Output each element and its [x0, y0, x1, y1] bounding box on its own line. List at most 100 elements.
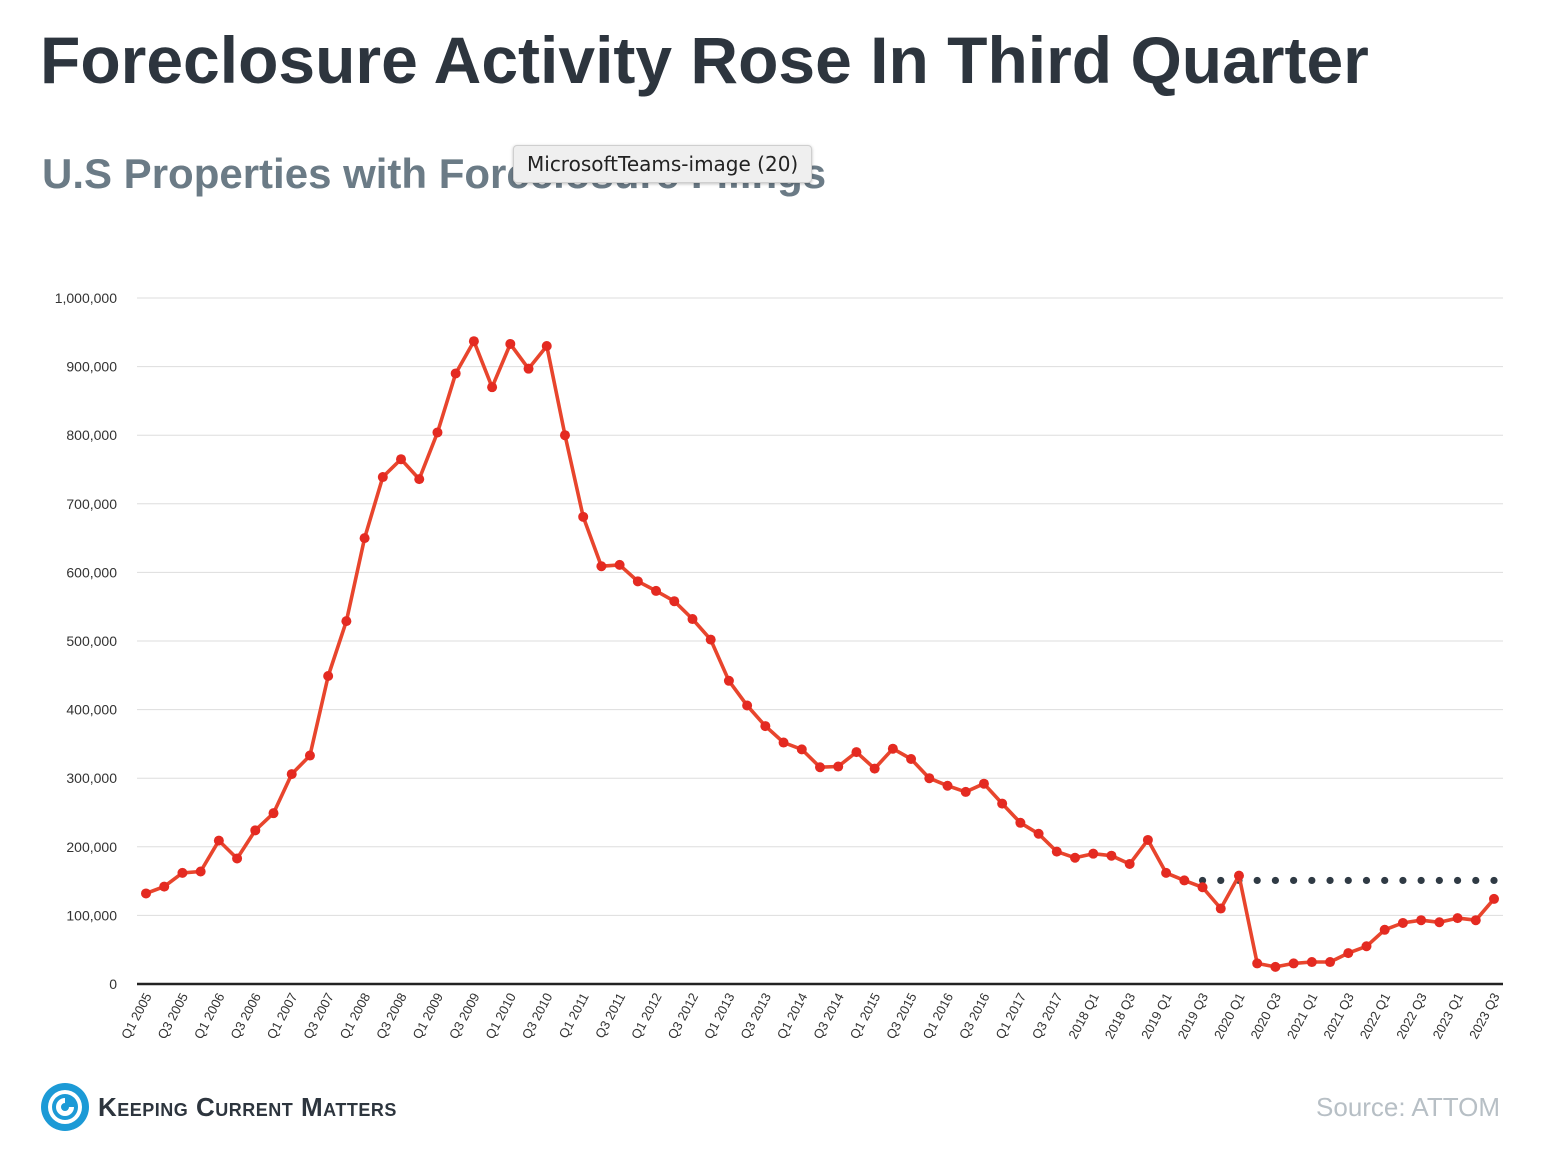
x-tick-label: Q1 2011	[556, 990, 592, 1040]
x-tick-label: Q3 2007	[300, 990, 337, 1041]
series-foreclosure-filings	[141, 336, 1499, 972]
data-point	[578, 511, 589, 522]
x-tick-label: Q1 2013	[701, 990, 738, 1041]
data-point	[304, 750, 315, 761]
data-point	[159, 881, 170, 892]
y-tick-label: 0	[109, 976, 117, 992]
reference-dot	[1308, 876, 1316, 885]
x-tick-label: Q1 2017	[992, 990, 1029, 1041]
data-point	[1306, 957, 1317, 968]
reference-dot	[1490, 876, 1498, 885]
grid-lines	[137, 297, 1503, 916]
data-point	[887, 743, 898, 754]
data-point	[286, 769, 297, 780]
data-point	[1325, 957, 1336, 968]
data-point	[1252, 958, 1263, 969]
x-tick-label: 2021 Q3	[1320, 990, 1357, 1041]
data-point	[1070, 852, 1081, 863]
swirl-logo-icon	[41, 1083, 89, 1131]
data-point	[596, 561, 607, 572]
x-tick-label: Q1 2016	[920, 990, 957, 1041]
data-point	[195, 866, 206, 877]
x-tick-label: Q3 2013	[737, 990, 774, 1041]
x-tick-label: Q3 2016	[956, 990, 993, 1041]
data-point	[1434, 917, 1445, 928]
x-tick-label: 2018 Q3	[1102, 990, 1139, 1041]
x-axis-tick-labels: Q1 2005 Q3 2005 Q1 2006 Q3 2006 Q1 2007 Q3 20…	[118, 990, 1503, 1041]
reference-dot	[1381, 876, 1389, 885]
page-title: Foreclosure Activity Rose In Third Quart…	[40, 23, 1369, 97]
data-point	[1033, 828, 1044, 839]
reference-dot	[1453, 876, 1462, 885]
reference-dot	[1271, 876, 1280, 885]
reference-dot	[1253, 876, 1261, 885]
data-point	[833, 761, 844, 772]
x-tick-label: 2023 Q3	[1466, 990, 1503, 1041]
reference-dot	[1472, 876, 1480, 885]
source-note: Source: ATTOM	[1316, 1092, 1500, 1122]
data-point	[1197, 882, 1208, 893]
data-point	[760, 721, 771, 732]
data-point	[1179, 875, 1190, 886]
data-point	[341, 616, 352, 627]
reference-dot	[1217, 876, 1225, 885]
data-point	[632, 576, 643, 587]
data-point	[1270, 961, 1281, 972]
reference-dotted-line	[1198, 876, 1498, 885]
data-point	[1416, 915, 1427, 926]
y-tick-label: 100,000	[66, 907, 117, 923]
data-point	[1051, 846, 1062, 857]
data-point	[487, 382, 498, 393]
x-tick-label: Q3 2010	[519, 990, 556, 1041]
data-point	[942, 780, 953, 791]
data-point	[323, 670, 334, 681]
x-tick-label: Q3 2005	[154, 990, 191, 1041]
data-point	[796, 744, 807, 755]
data-point	[997, 798, 1008, 809]
data-point	[669, 596, 680, 607]
x-tick-label: Q1 2014	[774, 990, 811, 1041]
data-point	[505, 338, 516, 349]
y-tick-label: 1,000,000	[55, 290, 117, 306]
data-point	[1452, 913, 1463, 924]
data-point	[359, 533, 370, 544]
brand-logo: Keeping Current Matters	[40, 1082, 397, 1132]
data-point	[906, 753, 917, 764]
x-tick-label: Q1 2006	[191, 990, 228, 1041]
reference-dot	[1362, 876, 1371, 885]
x-tick-label: 2021 Q1	[1284, 990, 1321, 1041]
data-point	[1106, 850, 1117, 861]
data-point	[742, 700, 753, 711]
data-point	[1397, 917, 1408, 928]
data-point	[232, 853, 243, 864]
x-tick-label: 2020 Q1	[1211, 990, 1248, 1041]
y-tick-label: 800,000	[66, 427, 117, 443]
data-point	[1215, 903, 1226, 914]
x-tick-label: Q3 2014	[810, 990, 847, 1041]
x-tick-label: 2020 Q3	[1247, 990, 1284, 1041]
data-point	[250, 825, 261, 836]
reference-dot	[1417, 876, 1425, 885]
x-tick-label: Q1 2012	[628, 990, 665, 1041]
data-point	[705, 634, 716, 645]
data-point	[414, 474, 425, 485]
data-point	[1124, 858, 1135, 869]
data-point	[1161, 867, 1172, 878]
data-point	[687, 614, 698, 625]
y-tick-label: 200,000	[66, 839, 117, 855]
y-tick-label: 600,000	[66, 564, 117, 580]
x-tick-label: Q1 2007	[264, 990, 301, 1041]
y-axis-tick-labels: 0 100,000 200,000 300,000 400,000 500,000 600,…	[55, 290, 118, 992]
y-tick-label: 500,000	[66, 633, 117, 649]
x-tick-label: Q3 2008	[373, 990, 410, 1041]
data-point	[213, 835, 224, 846]
x-tick-label: 2019 Q1	[1138, 990, 1175, 1041]
data-point	[778, 737, 789, 748]
data-point	[1379, 924, 1390, 935]
x-tick-label: 2023 Q1	[1430, 990, 1467, 1041]
reference-dot	[1198, 876, 1207, 885]
x-tick-label: Q1 2009	[409, 990, 446, 1041]
x-tick-label: Q3 2012	[664, 990, 701, 1041]
data-point	[851, 747, 862, 758]
